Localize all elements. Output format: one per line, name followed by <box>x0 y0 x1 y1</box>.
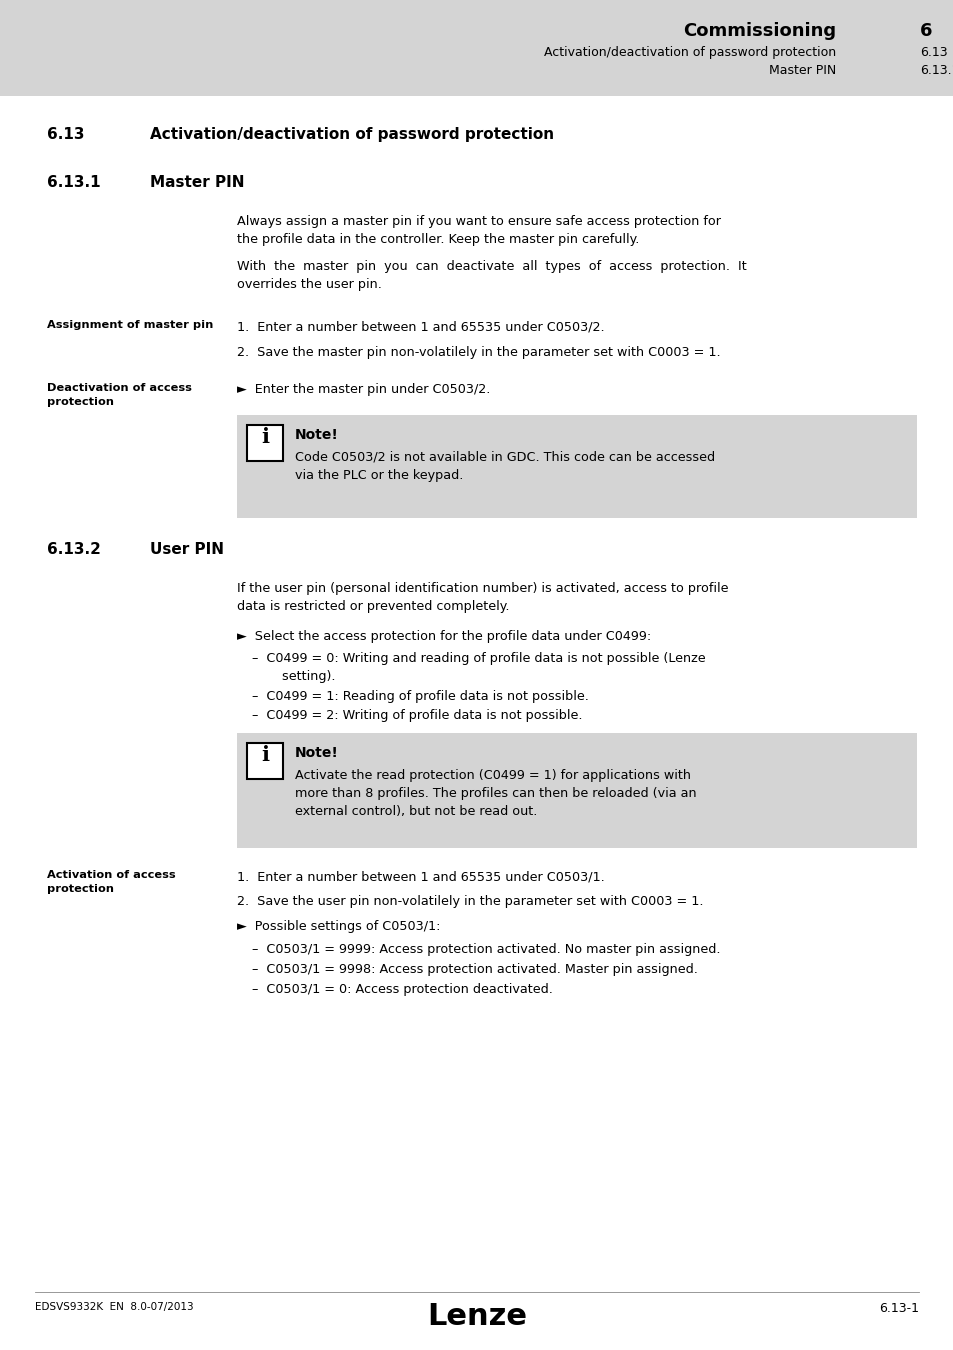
Text: Master PIN: Master PIN <box>150 176 244 190</box>
Text: protection: protection <box>47 397 113 406</box>
Text: –  C0503/1 = 9999: Access protection activated. No master pin assigned.: – C0503/1 = 9999: Access protection acti… <box>252 944 720 956</box>
Text: –  C0499 = 1: Reading of profile data is not possible.: – C0499 = 1: Reading of profile data is … <box>252 690 588 703</box>
Text: more than 8 profiles. The profiles can then be reloaded (via an: more than 8 profiles. The profiles can t… <box>294 787 696 801</box>
Text: Code C0503/2 is not available in GDC. This code can be accessed: Code C0503/2 is not available in GDC. Th… <box>294 451 715 464</box>
Text: 6.13-1: 6.13-1 <box>878 1301 918 1315</box>
Text: –  C0499 = 2: Writing of profile data is not possible.: – C0499 = 2: Writing of profile data is … <box>252 709 582 722</box>
Text: Commissioning: Commissioning <box>682 22 835 40</box>
Text: i: i <box>261 427 269 447</box>
Text: via the PLC or the keypad.: via the PLC or the keypad. <box>294 468 463 482</box>
Text: Assignment of master pin: Assignment of master pin <box>47 320 213 329</box>
Text: –  C0499 = 0: Writing and reading of profile data is not possible (Lenze: – C0499 = 0: Writing and reading of prof… <box>252 652 705 666</box>
Text: 1.  Enter a number between 1 and 65535 under C0503/2.: 1. Enter a number between 1 and 65535 un… <box>236 320 604 333</box>
Text: Deactivation of access: Deactivation of access <box>47 383 192 393</box>
Text: Always assign a master pin if you want to ensure safe access protection for: Always assign a master pin if you want t… <box>236 215 720 228</box>
Text: 2.  Save the user pin non-volatilely in the parameter set with C0003 = 1.: 2. Save the user pin non-volatilely in t… <box>236 895 702 909</box>
Text: 1.  Enter a number between 1 and 65535 under C0503/1.: 1. Enter a number between 1 and 65535 un… <box>236 869 604 883</box>
Text: the profile data in the controller. Keep the master pin carefully.: the profile data in the controller. Keep… <box>236 234 639 246</box>
Text: ►  Select the access protection for the profile data under C0499:: ► Select the access protection for the p… <box>236 630 651 643</box>
Text: 6.13: 6.13 <box>47 127 85 142</box>
Text: ►  Enter the master pin under C0503/2.: ► Enter the master pin under C0503/2. <box>236 383 490 396</box>
Text: 6.13.1: 6.13.1 <box>919 63 953 77</box>
Text: Master PIN: Master PIN <box>768 63 835 77</box>
Bar <box>0 0 953 96</box>
Text: external control), but not be read out.: external control), but not be read out. <box>294 805 537 818</box>
Text: 6.13: 6.13 <box>919 46 946 59</box>
Text: protection: protection <box>47 884 113 894</box>
Text: setting).: setting). <box>270 670 335 683</box>
Text: If the user pin (personal identification number) is activated, access to profile: If the user pin (personal identification… <box>236 582 728 595</box>
Text: Lenze: Lenze <box>427 1301 526 1331</box>
Text: data is restricted or prevented completely.: data is restricted or prevented complete… <box>236 599 509 613</box>
Bar <box>247 743 283 779</box>
Text: overrides the user pin.: overrides the user pin. <box>236 278 381 292</box>
Text: With  the  master  pin  you  can  deactivate  all  types  of  access  protection: With the master pin you can deactivate a… <box>236 261 746 273</box>
Text: Activation/deactivation of password protection: Activation/deactivation of password prot… <box>543 46 835 59</box>
Text: 6.13.1: 6.13.1 <box>47 176 100 190</box>
Text: Note!: Note! <box>294 428 338 441</box>
Text: Activation/deactivation of password protection: Activation/deactivation of password prot… <box>150 127 554 142</box>
Text: Activation of access: Activation of access <box>47 869 175 880</box>
Bar <box>236 733 916 848</box>
Text: Activate the read protection (C0499 = 1) for applications with: Activate the read protection (C0499 = 1)… <box>294 769 690 782</box>
Text: –  C0503/1 = 0: Access protection deactivated.: – C0503/1 = 0: Access protection deactiv… <box>252 983 553 996</box>
Text: 6: 6 <box>919 22 931 40</box>
Text: ►  Possible settings of C0503/1:: ► Possible settings of C0503/1: <box>236 919 440 933</box>
Text: Note!: Note! <box>294 747 338 760</box>
Bar <box>247 425 283 460</box>
Text: i: i <box>261 745 269 765</box>
Text: 6.13.2: 6.13.2 <box>47 541 101 558</box>
Text: EDSVS9332K  EN  8.0-07/2013: EDSVS9332K EN 8.0-07/2013 <box>35 1301 193 1312</box>
Bar <box>236 414 916 518</box>
Text: User PIN: User PIN <box>150 541 224 558</box>
Text: 2.  Save the master pin non-volatilely in the parameter set with C0003 = 1.: 2. Save the master pin non-volatilely in… <box>236 346 720 359</box>
Text: –  C0503/1 = 9998: Access protection activated. Master pin assigned.: – C0503/1 = 9998: Access protection acti… <box>252 963 698 976</box>
